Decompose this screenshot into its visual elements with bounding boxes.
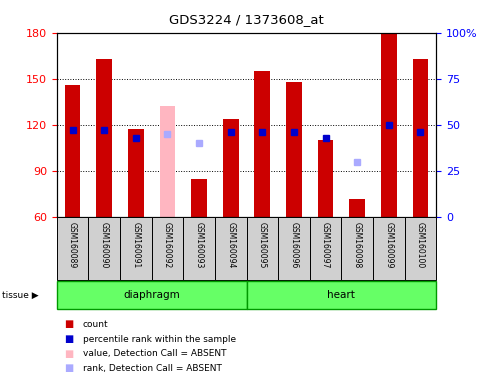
Text: GSM160097: GSM160097 — [321, 222, 330, 268]
Bar — [246, 281, 436, 309]
Bar — [246, 217, 278, 280]
Text: GSM160099: GSM160099 — [385, 222, 393, 268]
Text: value, Detection Call = ABSENT: value, Detection Call = ABSENT — [83, 349, 226, 358]
Bar — [160, 106, 176, 217]
Bar — [381, 33, 397, 217]
Text: GDS3224 / 1373608_at: GDS3224 / 1373608_at — [169, 13, 324, 26]
Bar — [152, 217, 183, 280]
Text: ■: ■ — [64, 363, 73, 373]
Bar — [286, 82, 302, 217]
Text: GSM160089: GSM160089 — [68, 222, 77, 268]
Bar — [350, 199, 365, 217]
Bar — [405, 217, 436, 280]
Text: GSM160094: GSM160094 — [226, 222, 235, 268]
Bar — [215, 217, 246, 280]
Text: GSM160092: GSM160092 — [163, 222, 172, 268]
Text: GSM160096: GSM160096 — [289, 222, 298, 268]
Bar — [96, 59, 112, 217]
Text: ■: ■ — [64, 349, 73, 359]
Bar — [373, 217, 405, 280]
Bar — [57, 217, 88, 280]
Text: ■: ■ — [64, 334, 73, 344]
Bar — [183, 217, 215, 280]
Text: percentile rank within the sample: percentile rank within the sample — [83, 334, 236, 344]
Text: GSM160090: GSM160090 — [100, 222, 108, 268]
Bar — [310, 217, 341, 280]
Text: diaphragm: diaphragm — [123, 290, 180, 300]
Text: ■: ■ — [64, 319, 73, 329]
Text: GSM160098: GSM160098 — [352, 222, 362, 268]
Bar — [57, 281, 246, 309]
Bar — [254, 71, 270, 217]
Bar — [413, 59, 428, 217]
Bar — [191, 179, 207, 217]
Bar — [317, 140, 333, 217]
Text: GSM160093: GSM160093 — [195, 222, 204, 268]
Bar — [223, 119, 239, 217]
Text: GSM160100: GSM160100 — [416, 222, 425, 268]
Text: tissue ▶: tissue ▶ — [2, 291, 39, 300]
Text: GSM160095: GSM160095 — [258, 222, 267, 268]
Text: heart: heart — [327, 290, 355, 300]
Bar — [341, 217, 373, 280]
Bar — [65, 85, 80, 217]
Text: count: count — [83, 320, 108, 329]
Bar — [88, 217, 120, 280]
Bar — [128, 129, 143, 217]
Bar — [278, 217, 310, 280]
Text: GSM160091: GSM160091 — [131, 222, 141, 268]
Bar — [120, 217, 152, 280]
Text: rank, Detection Call = ABSENT: rank, Detection Call = ABSENT — [83, 364, 222, 373]
